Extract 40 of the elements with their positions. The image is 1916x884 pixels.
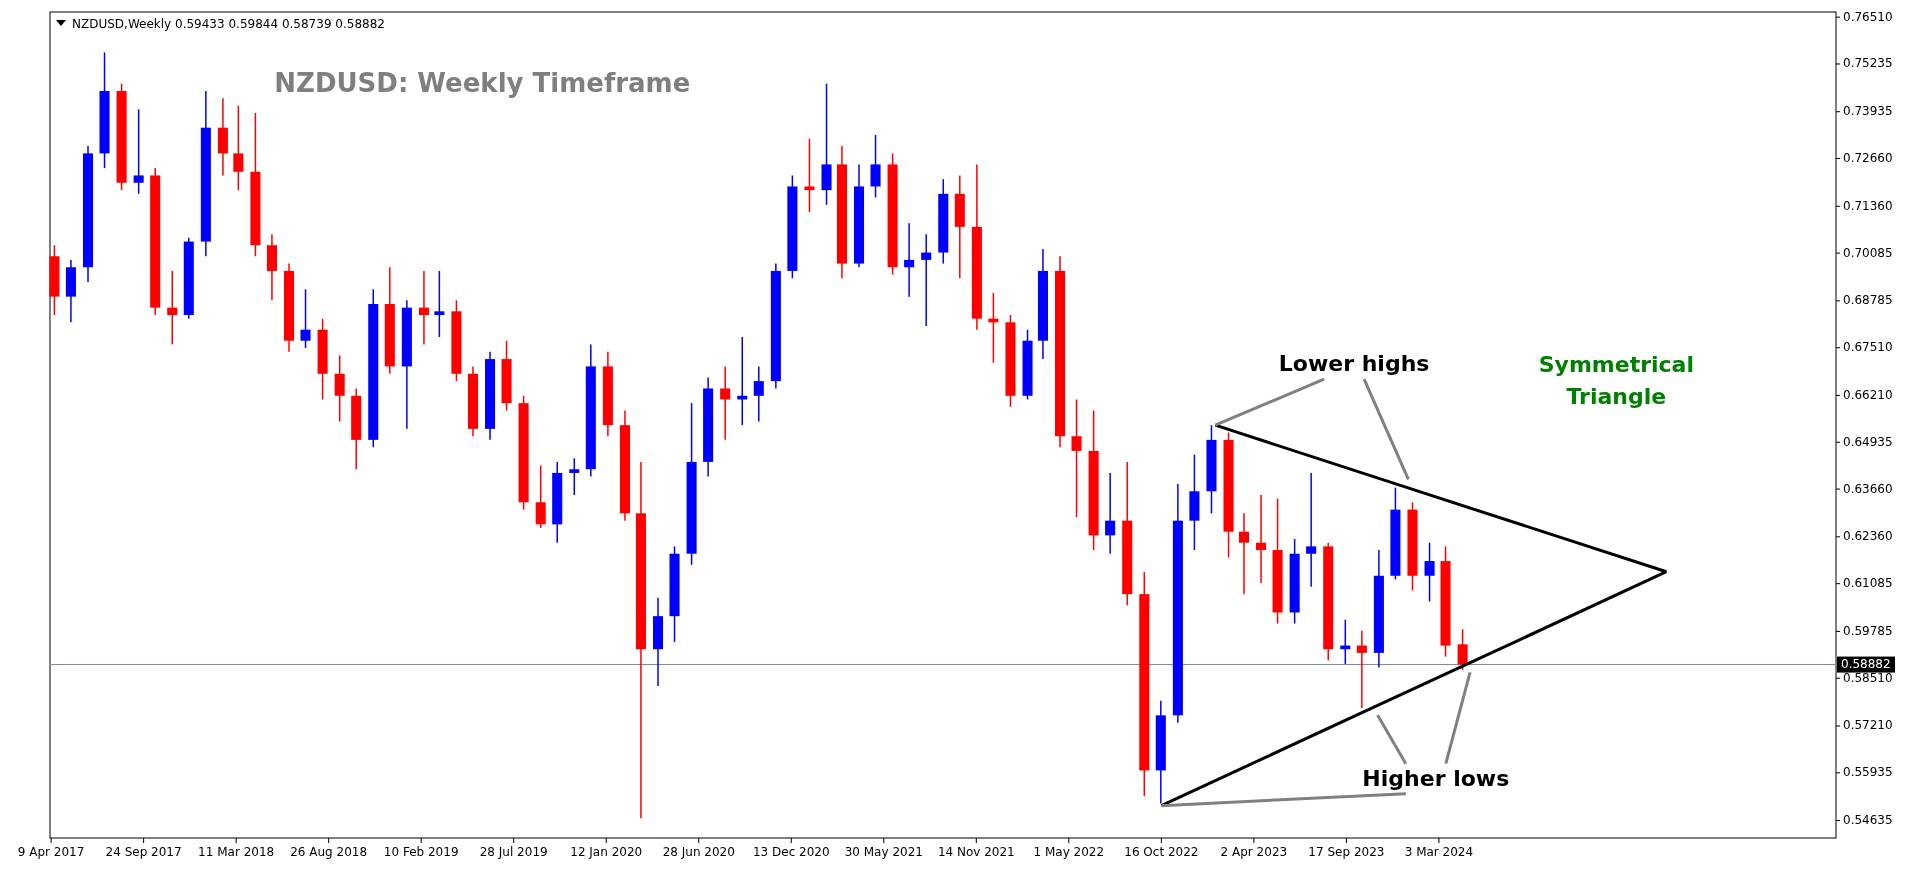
annotation: Lower highs bbox=[1278, 351, 1430, 377]
y-tick-label: 0.71360 bbox=[1843, 198, 1893, 213]
annotation: Symmetrical Triangle bbox=[1538, 351, 1695, 409]
x-tick-label: 17 Sep 2023 bbox=[1308, 845, 1385, 859]
y-tick-label: 0.66210 bbox=[1843, 387, 1893, 402]
y-tick-label: 0.67510 bbox=[1843, 340, 1893, 355]
x-tick-label: 26 Aug 2018 bbox=[290, 845, 368, 859]
x-tick-label: 24 Sep 2017 bbox=[105, 845, 182, 859]
x-tick-label: 11 Mar 2018 bbox=[198, 845, 275, 859]
annotation: Higher lows bbox=[1362, 765, 1510, 791]
y-tick-label: 0.58510 bbox=[1843, 670, 1893, 685]
x-tick-label: 9 Apr 2017 bbox=[17, 845, 85, 859]
x-tick-label: 12 Jan 2020 bbox=[570, 845, 643, 859]
x-tick-label: 1 May 2022 bbox=[1033, 845, 1105, 859]
x-tick-label: 30 May 2021 bbox=[844, 845, 923, 859]
x-tick-label: 3 Mar 2024 bbox=[1404, 845, 1474, 859]
x-tick-label: 28 Jul 2019 bbox=[479, 845, 548, 859]
x-tick-label: 10 Feb 2019 bbox=[383, 845, 459, 859]
y-tick-label: 0.75235 bbox=[1843, 56, 1893, 71]
y-tick-label: 0.62360 bbox=[1843, 529, 1893, 544]
text: NZDUSD: Weekly Timeframe bbox=[274, 68, 691, 98]
y-tick-label: 0.61085 bbox=[1843, 576, 1893, 591]
y-tick-label: 0.63660 bbox=[1843, 481, 1893, 496]
x-tick-label: 16 Oct 2022 bbox=[1124, 845, 1199, 859]
y-tick-label: 0.76510 bbox=[1843, 9, 1893, 24]
x-tick-label: 14 Nov 2021 bbox=[937, 845, 1015, 859]
y-tick-label: 0.55935 bbox=[1843, 765, 1893, 780]
y-tick-label: 0.54635 bbox=[1843, 813, 1893, 828]
y-tick-label: 0.59785 bbox=[1843, 623, 1893, 638]
x-tick-label: 13 Dec 2020 bbox=[752, 845, 830, 859]
y-tick-label: 0.72660 bbox=[1843, 151, 1893, 166]
ref-line-label: 0.58882 bbox=[1841, 657, 1891, 672]
y-tick-label: 0.73935 bbox=[1843, 104, 1893, 119]
y-tick-label: 0.64935 bbox=[1843, 434, 1893, 449]
text: NZDUSD,Weekly 0.59433 0.59844 0.58739 0.58882 bbox=[72, 17, 385, 31]
y-tick-label: 0.57210 bbox=[1843, 718, 1893, 733]
y-tick-label: 0.68785 bbox=[1843, 293, 1893, 308]
x-tick-label: 2 Apr 2023 bbox=[1220, 845, 1288, 859]
x-tick-label: 28 Jun 2020 bbox=[662, 845, 735, 859]
y-tick-label: 0.70085 bbox=[1843, 245, 1893, 260]
